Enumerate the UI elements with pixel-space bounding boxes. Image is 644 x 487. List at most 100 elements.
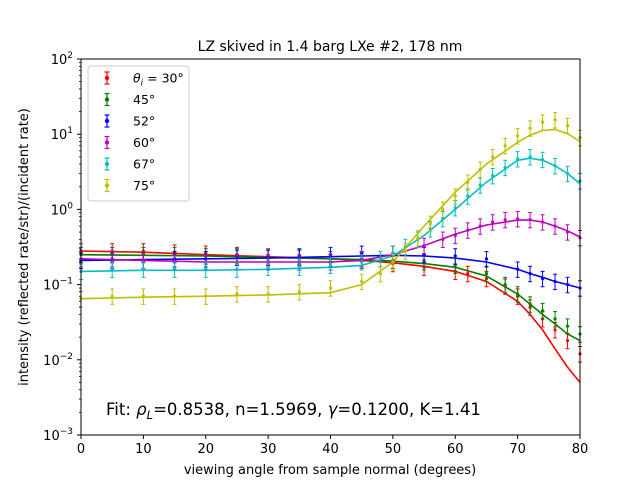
data-point-3 — [141, 258, 145, 262]
data-point-4 — [141, 267, 145, 271]
data-point-1 — [540, 309, 545, 313]
y-tick-label: 10−2 — [43, 352, 73, 369]
data-point-3 — [422, 244, 426, 248]
y-tick-label: 10−3 — [43, 427, 73, 444]
data-point-2 — [453, 254, 457, 258]
data-point-1 — [565, 324, 570, 328]
data-point-5 — [360, 279, 364, 284]
data-point-5 — [403, 249, 407, 253]
data-point-4 — [491, 174, 495, 178]
x-tick-label: 20 — [197, 442, 214, 457]
x-tick-label: 50 — [385, 442, 402, 457]
data-point-5 — [141, 294, 145, 298]
data-point-4 — [204, 267, 208, 271]
data-point-3 — [441, 237, 445, 241]
data-point-5 — [172, 294, 177, 298]
data-point-4 — [360, 260, 364, 264]
data-point-4 — [540, 157, 545, 162]
data-point-5 — [110, 294, 114, 298]
data-point-5 — [466, 180, 470, 184]
y-axis-label: intensity (reflected rate/str)/(incident… — [17, 108, 32, 386]
data-point-5 — [204, 294, 208, 298]
data-point-5 — [391, 260, 395, 264]
data-point-4 — [503, 165, 507, 170]
x-tick-label: 0 — [77, 442, 85, 457]
legend-label-4: 67° — [133, 157, 155, 172]
data-point-3 — [478, 224, 482, 228]
data-point-3 — [110, 257, 114, 261]
y-axis-ticks: 10−3 10−2 10−1 100 101 102 — [43, 51, 81, 444]
x-tick-label: 40 — [322, 442, 339, 457]
legend: θi = 30° 45° 52° 60° 67° 75° — [87, 65, 190, 202]
data-point-5 — [528, 126, 532, 130]
data-point-1 — [528, 302, 532, 306]
legend-marker-dot — [104, 97, 110, 102]
data-point-5 — [428, 221, 432, 226]
data-point-4 — [528, 155, 532, 159]
data-point-0 — [553, 328, 557, 332]
data-point-2 — [540, 277, 545, 281]
legend-label-1: 45° — [133, 92, 155, 107]
data-point-3 — [553, 224, 557, 228]
legend-label-5: 75° — [133, 178, 155, 193]
fit-gamma-value: =0.1200, K=1.41 — [337, 400, 480, 419]
legend-label-2: 52° — [133, 114, 155, 129]
data-point-3 — [528, 218, 532, 222]
data-point-4 — [516, 157, 520, 161]
data-point-1 — [484, 272, 489, 276]
data-point-5 — [297, 290, 301, 294]
data-point-3 — [565, 230, 570, 234]
x-tick-label: 70 — [509, 442, 526, 457]
data-point-4 — [266, 265, 270, 269]
data-point-5 — [540, 120, 545, 124]
data-point-4 — [478, 183, 482, 187]
data-point-1 — [553, 317, 557, 321]
legend-marker-dot — [104, 161, 110, 167]
data-point-5 — [266, 292, 270, 296]
y-tick-label: 10−1 — [43, 277, 73, 294]
legend-label-0: θi = 30° — [133, 71, 184, 89]
data-point-3 — [491, 220, 495, 224]
data-point-4 — [453, 206, 457, 210]
legend-items: θi = 30° 45° 52° 60° 67° 75° — [104, 71, 184, 193]
chart-title: LZ skived in 1.4 barg LXe #2, 178 nm — [198, 39, 463, 55]
data-point-5 — [378, 272, 382, 276]
data-point-2 — [528, 272, 532, 276]
x-tick-label: 60 — [447, 442, 464, 457]
x-tick-label: 80 — [572, 442, 589, 457]
legend-marker-dot — [104, 183, 110, 188]
data-point-1 — [503, 283, 507, 287]
y-tick-label: 100 — [51, 201, 74, 218]
fit-rho-value: =0.8538, n=1.5969, — [153, 400, 328, 419]
y-tick-label: 102 — [51, 51, 73, 68]
fit-annotation: Fit: ρL=0.8538, n=1.5969, γ=0.1200, K=1.… — [106, 400, 481, 422]
data-point-5 — [565, 124, 570, 128]
data-point-5 — [491, 155, 495, 159]
data-point-2 — [553, 279, 557, 284]
fit-rho-subscript: L — [147, 408, 153, 422]
fit-rho-symbol: ρ — [136, 400, 147, 419]
data-point-3 — [503, 218, 507, 222]
data-point-4 — [553, 164, 557, 168]
data-point-5 — [503, 144, 507, 148]
legend-marker-dot — [104, 140, 110, 145]
x-axis-label: viewing angle from sample normal (degree… — [184, 463, 476, 478]
x-tick-label: 10 — [135, 442, 152, 457]
data-point-3 — [453, 233, 457, 238]
legend-label-3: 60° — [133, 135, 155, 150]
data-point-4 — [466, 194, 470, 198]
data-point-5 — [553, 118, 557, 122]
data-point-2 — [516, 267, 520, 271]
data-point-5 — [235, 292, 239, 296]
data-point-5 — [478, 167, 482, 172]
data-point-4 — [565, 171, 570, 176]
data-point-3 — [516, 217, 520, 221]
data-point-1 — [516, 292, 520, 296]
plot-area — [79, 58, 582, 436]
fit-gamma-symbol: γ — [328, 400, 339, 419]
data-point-5 — [416, 236, 420, 240]
data-point-0 — [565, 339, 570, 343]
data-point-3 — [540, 220, 545, 224]
data-point-4 — [110, 267, 114, 271]
